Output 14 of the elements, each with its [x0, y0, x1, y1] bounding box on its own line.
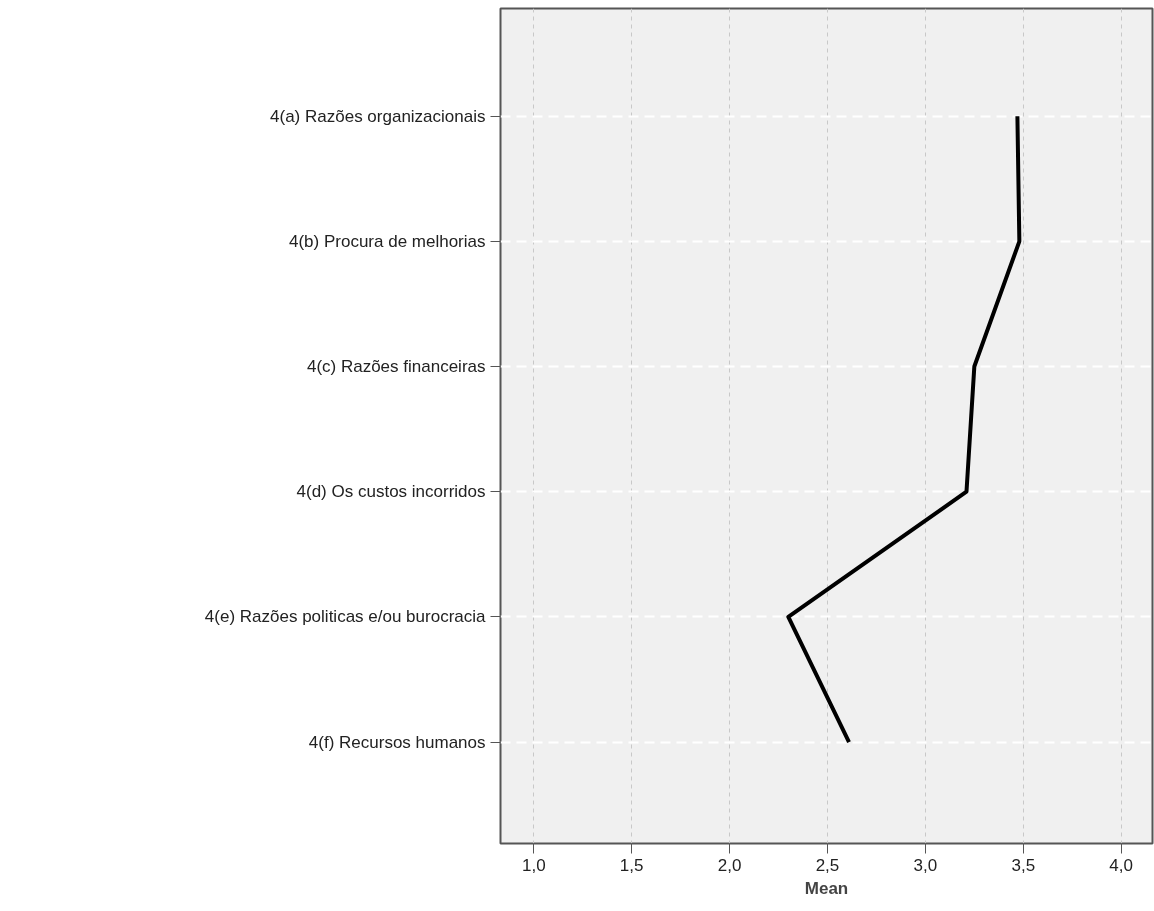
x-tick-label: 4,0 — [1109, 855, 1133, 875]
x-tick-label: 3,5 — [1011, 855, 1036, 875]
x-tick-label: 2,0 — [717, 855, 742, 875]
y-tick-label: 4(c) Razões financeiras — [306, 357, 486, 377]
x-tick-label: 2,5 — [815, 855, 840, 875]
x-tick-label: 1,5 — [619, 855, 644, 875]
x-axis-title: Mean — [804, 878, 849, 898]
x-tick-label: 1,0 — [521, 855, 546, 875]
y-tick-label: 4(a) Razões organizacionais — [270, 106, 486, 126]
y-tick-label: 4(f) Recursos humanos — [308, 732, 486, 752]
y-tick-label: 4(d) Os custos incorridos — [296, 482, 486, 502]
y-tick-label: 4(b) Procura de melhorias — [288, 231, 486, 251]
y-tick-label: 4(e) Razões politicas e/ou burocracia — [204, 607, 487, 627]
x-tick-label: 3,0 — [913, 855, 938, 875]
